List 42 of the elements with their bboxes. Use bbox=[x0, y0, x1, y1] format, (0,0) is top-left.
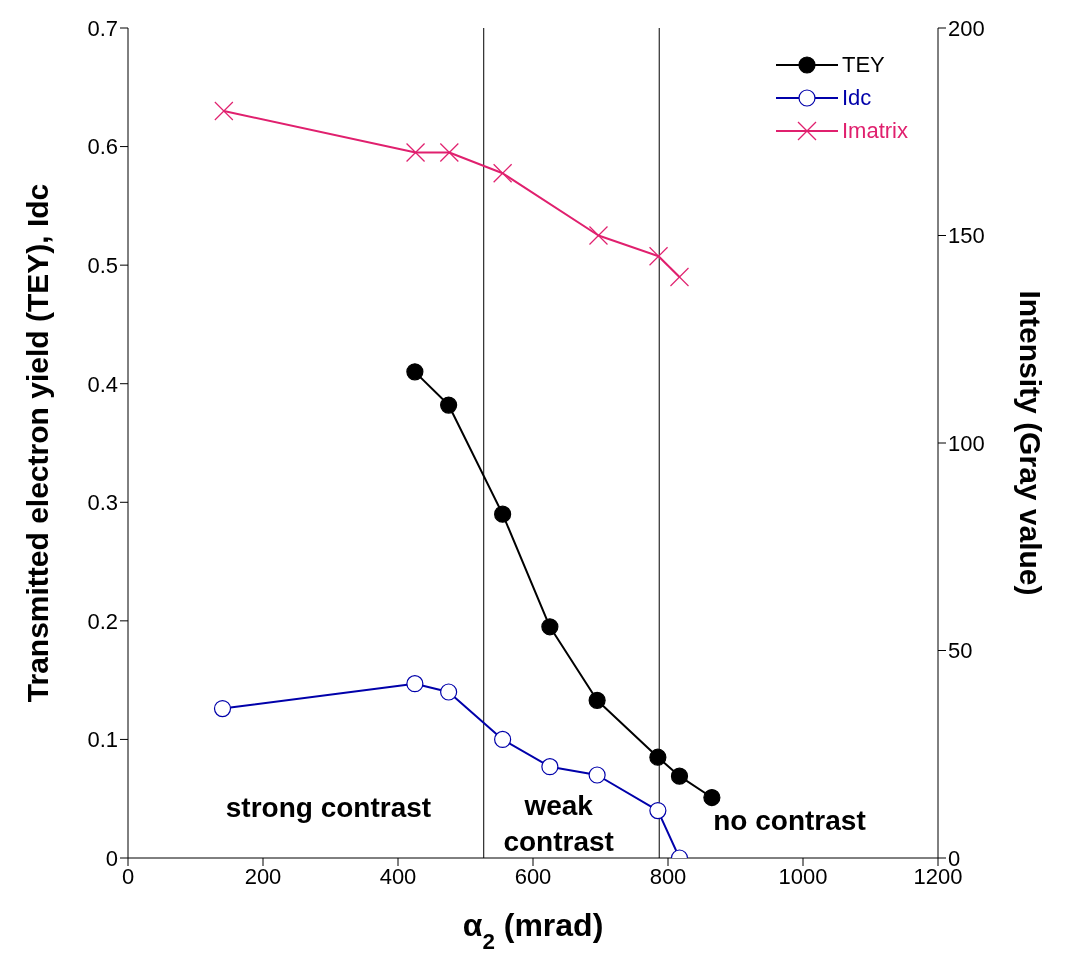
annotation: no contrast bbox=[713, 804, 866, 839]
y-tick-label: 0.2 bbox=[87, 608, 118, 634]
y-tick-label: 0.5 bbox=[87, 252, 118, 278]
legend-label: Idc bbox=[842, 84, 872, 112]
point bbox=[541, 758, 559, 776]
y-axis-title: Transmitted electron yield (TEY), Idc bbox=[20, 183, 54, 703]
point bbox=[406, 363, 424, 381]
x-tick-label: 200 bbox=[244, 863, 282, 889]
point bbox=[649, 801, 667, 820]
point bbox=[541, 618, 559, 636]
legend-label: Imatrix bbox=[842, 117, 908, 145]
point bbox=[588, 766, 606, 784]
point bbox=[703, 788, 721, 807]
x-tick-label: 400 bbox=[379, 863, 417, 889]
y-tick-label: 0.6 bbox=[87, 134, 118, 160]
legend-label: TEY bbox=[842, 51, 885, 79]
x-tick-label: 600 bbox=[514, 863, 552, 889]
point bbox=[213, 700, 232, 718]
x-tick-label: 800 bbox=[649, 863, 687, 889]
point bbox=[440, 396, 458, 414]
point bbox=[494, 505, 512, 523]
point bbox=[588, 691, 606, 709]
y-tick-label: 0.3 bbox=[87, 490, 118, 516]
y-tick-label: 0.4 bbox=[87, 371, 118, 397]
annotation: strong contrast bbox=[225, 791, 432, 825]
annotation: weak contrast bbox=[503, 788, 614, 859]
y-tick-label: 0.7 bbox=[87, 15, 118, 41]
y2-tick-label: 200 bbox=[948, 15, 985, 41]
y2-tick-label: 50 bbox=[948, 638, 973, 664]
point bbox=[649, 748, 667, 766]
point bbox=[440, 683, 458, 701]
x-tick-label: 1000 bbox=[778, 863, 828, 889]
y-tick-label: 0 bbox=[105, 845, 118, 871]
y2-tick-label: 100 bbox=[948, 430, 985, 456]
y2-axis-title: Intensity (Gray value) bbox=[1014, 290, 1048, 596]
x-axis-title: α$_{2}$ (mrad) bbox=[462, 907, 604, 954]
x-tick-label: 0 bbox=[121, 863, 135, 889]
point bbox=[406, 675, 424, 693]
point bbox=[670, 767, 689, 785]
y2-tick-label: 150 bbox=[948, 223, 985, 249]
point bbox=[494, 730, 512, 749]
y-tick-label: 0.1 bbox=[87, 727, 118, 753]
